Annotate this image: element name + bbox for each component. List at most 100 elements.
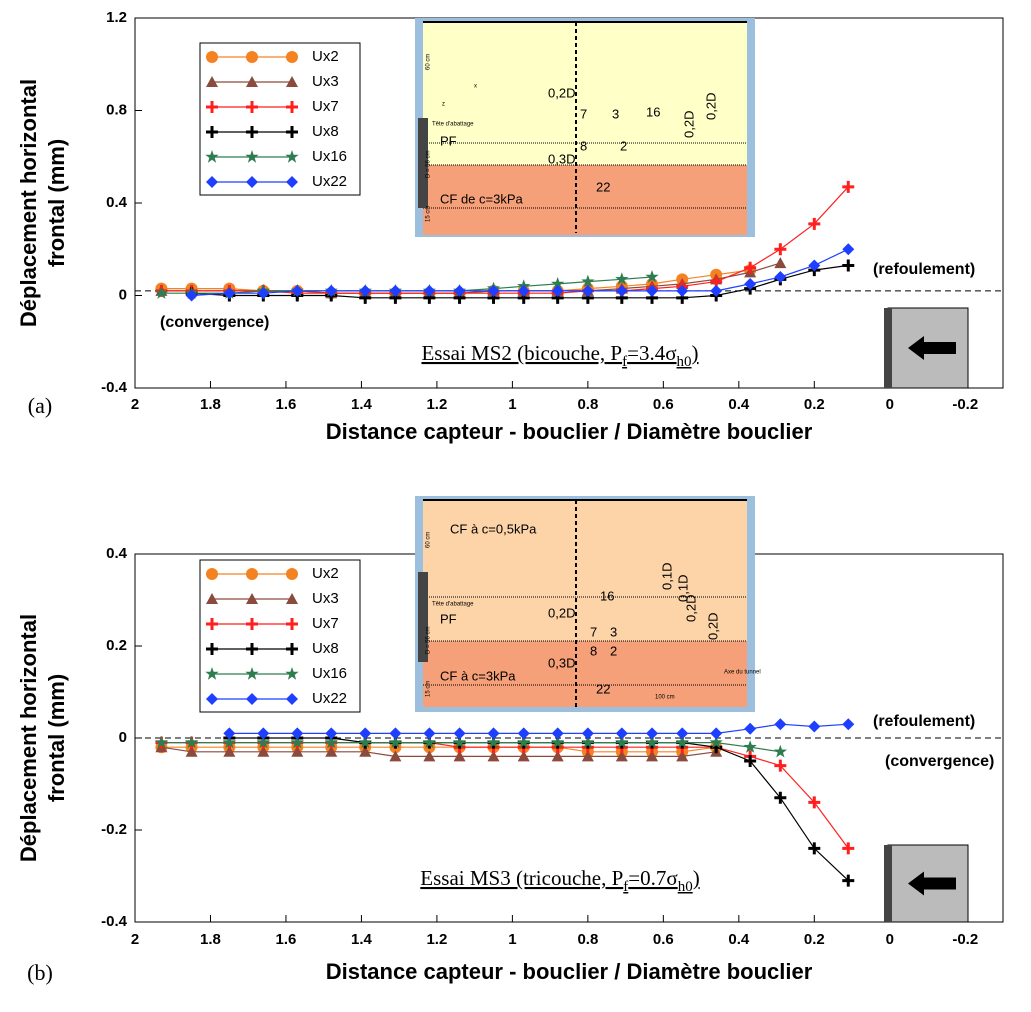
marker [645,735,659,749]
inset-label: 60 cm [426,532,432,548]
marker [285,667,299,680]
marker [710,284,723,297]
y-tick-label: 0.4 [106,194,128,211]
marker [245,150,259,163]
inset-label: Tête d'abattage [432,122,474,128]
panel-label: (a) [28,393,52,418]
marker [743,740,757,753]
marker [842,842,855,855]
marker [388,735,403,749]
chart: 2 1.8 1.6 1.4 1.2 1 0.8 0.6 0.4 0.2 0 -0.2 -0.4 -0.2 0… [16,496,1004,985]
marker [286,643,298,655]
marker [423,750,436,762]
legend-label: Ux22 [312,690,347,707]
marker [185,735,199,749]
inset-label: 0,3D [548,151,575,166]
marker [222,735,236,749]
marker [325,745,338,757]
title-part: f [622,354,627,370]
marker [257,727,270,740]
marker [206,76,218,87]
marker [185,745,198,757]
marker [359,745,372,757]
inset-label: CF de c=3kPa [440,191,524,206]
legend-label: Ux2 [312,565,339,582]
soil-layer [423,597,747,641]
inset-label: 15 cm [426,681,432,697]
legend-label: Ux8 [312,123,339,140]
marker [223,287,236,300]
marker [206,101,218,113]
marker [257,745,270,757]
marker [615,272,629,285]
legend-label: Ux8 [312,640,339,657]
y-tick-label: -0.4 [101,379,128,396]
marker [223,727,236,740]
marker [615,750,628,762]
x-tick-label: 0.6 [653,396,674,413]
x-tick-label: 0.2 [804,396,825,413]
marker [517,727,530,740]
marker [551,276,565,290]
marker [325,284,338,297]
inset-label: PF [440,611,457,626]
legend-box [199,42,361,196]
shield-face [884,308,892,388]
marker [842,259,855,272]
x-axis-title: Distance capteur - bouclier / Diamètre b… [326,419,813,444]
marker [453,750,466,762]
marker [286,126,298,138]
inset-label: D = 56 cm [426,626,432,654]
shield-arrow [908,871,956,896]
inset-label: 100 cm [655,695,675,701]
x-tick-label: 1.4 [351,931,373,948]
inset-label: 0,1D [659,563,674,590]
inset-label: x [474,84,477,90]
inset-label: 2 [620,138,627,153]
series-line [229,737,849,882]
legend-label: Ux3 [312,590,339,607]
marker [581,274,595,288]
y-tick-label: 0 [119,729,127,746]
legend-label: Ux7 [312,615,339,632]
x-tick-label: 0 [886,931,894,948]
marker [286,693,298,705]
annotation: (convergence) [160,314,269,331]
marker [246,568,258,580]
inset-label: 0,2D [548,85,575,100]
marker [676,750,689,762]
y-tick-label: 0.4 [106,545,128,562]
marker [206,618,218,630]
marker [453,727,466,740]
marker [581,735,595,749]
marker [774,257,787,269]
marker [246,126,258,138]
series-line [161,746,717,757]
panel-label: (b) [27,960,53,985]
annotation: (refoulement) [873,261,975,278]
marker [291,727,304,740]
marker [359,284,372,297]
inset-label: 22 [596,179,610,194]
inset-label: 0,2D [705,613,720,640]
x-tick-label: 1.4 [351,396,373,413]
x-tick-label: -0.2 [952,931,978,948]
marker [808,259,821,272]
marker [676,284,689,297]
series-line [161,742,781,753]
title-part: ) [692,341,699,365]
inset-label: 16 [600,588,614,603]
x-tick-label: 1.8 [200,931,221,948]
inset-label: 0,2D [683,595,698,622]
inset-label: Tête d'abattage [432,602,474,608]
chart: 2 1.8 1.6 1.4 1.2 1 0.8 0.6 0.4 0.2 0 -0.2 -0.4 0 0.4 0… [16,9,1004,444]
marker [615,735,629,749]
marker [246,643,258,655]
marker [389,750,402,762]
marker [774,271,787,283]
marker [325,727,338,740]
inset-label: 0,2D [703,93,718,120]
marker [646,284,659,297]
legend-label: Ux16 [312,665,347,682]
